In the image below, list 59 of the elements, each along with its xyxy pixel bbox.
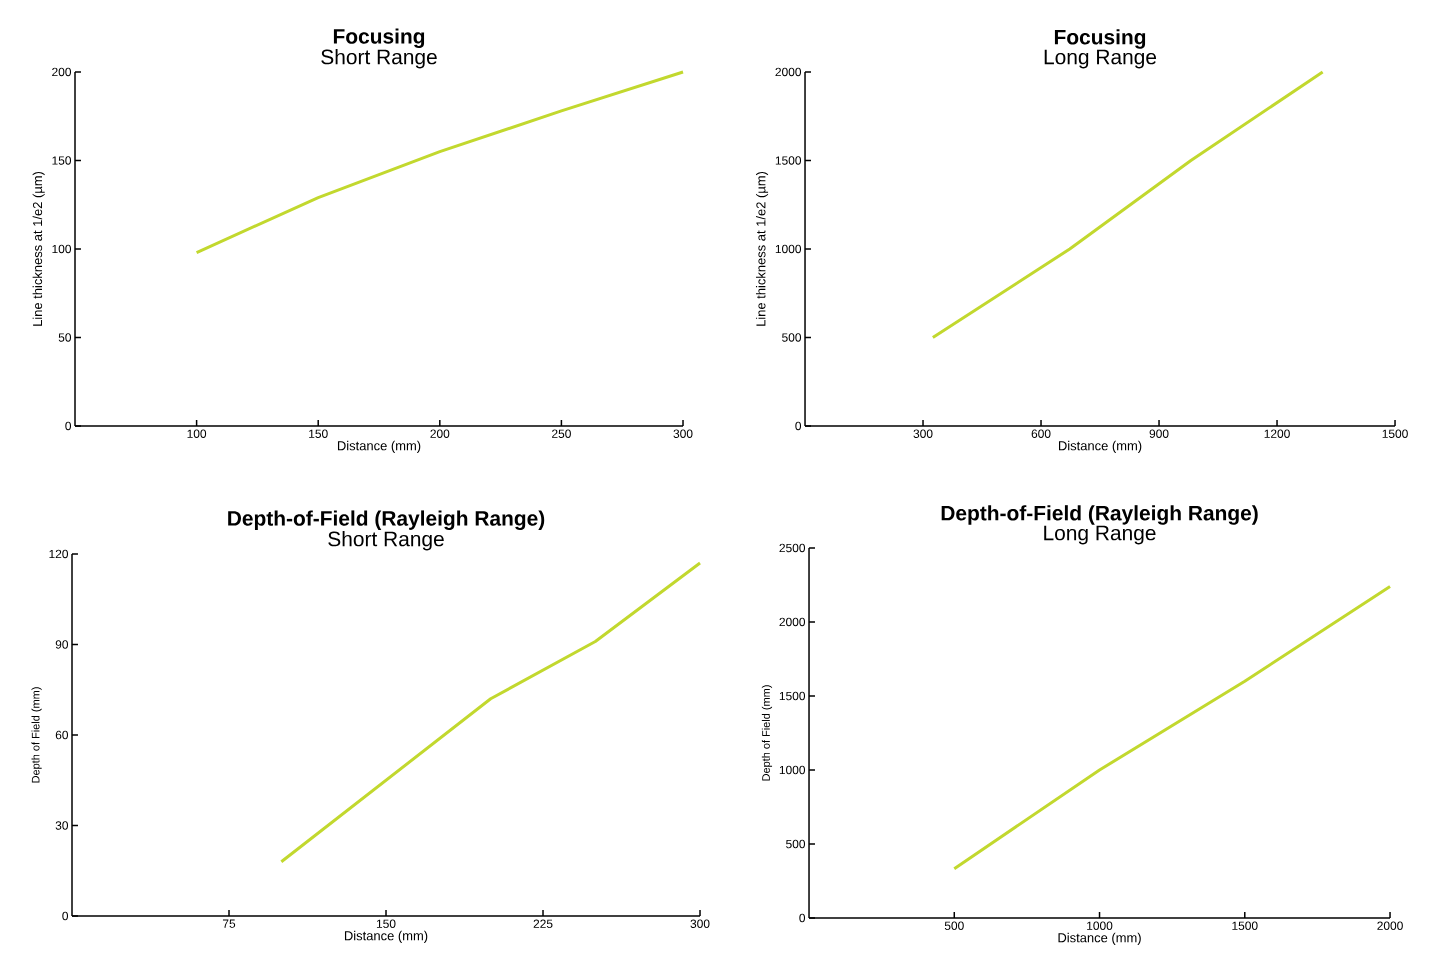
x-tick-label: 150 [309,429,328,438]
chart-subtitle: Short Range [321,48,437,69]
x-tick-label: 300 [690,919,710,928]
y-tick-label: 200 [52,67,72,77]
y-tick-label: 2500 [779,543,806,553]
x-tick-label: 300 [913,429,933,438]
x-axis-title: Distance (mm) [337,440,421,453]
y-tick-label: 150 [52,156,72,165]
y-tick-label: 30 [55,821,69,830]
x-tick-label: 900 [1149,429,1169,438]
x-tick-label: 250 [552,429,571,438]
y-tick-label: 1000 [779,765,806,775]
x-tick-label: 1500 [1232,921,1258,930]
chart-title: Focusing [333,28,425,48]
x-tick-label: 225 [533,919,553,928]
y-tick-label: 500 [786,839,806,849]
x-axis-title: Distance (mm) [1058,932,1141,945]
chart-title: Focusing [1054,29,1146,49]
y-tick-label: 0 [799,913,806,923]
x-tick-label: 200 [430,429,450,438]
line-series [195,70,685,255]
chart-subtitle: Long Range [1044,49,1157,69]
y-tick-label: 0 [62,911,69,921]
x-tick-label: 1000 [1087,921,1113,930]
y-tick-label: 60 [55,730,69,740]
y-tick-label: 1500 [775,156,802,165]
x-tick-label: 2000 [1377,921,1403,930]
chart-subtitle: Short Range [328,531,444,551]
y-tick-label: 120 [49,549,69,559]
chart-title: Depth-of-Field (Rayleigh Range) [228,510,545,530]
line-series [952,584,1392,871]
y-tick-label: 0 [795,421,802,431]
y-tick-label: 2000 [775,67,802,77]
y-axis-title: Depth of Field (mm) [31,687,42,783]
x-tick-label: 500 [944,921,964,930]
x-tick-label: 150 [376,919,396,928]
y-tick-label: 0 [65,421,72,431]
y-tick-label: 50 [58,333,72,342]
line-series [931,70,1325,339]
y-tick-label: 1000 [775,244,802,254]
y-tick-label: 90 [55,640,69,649]
chart-subtitle: Long Range [1044,525,1156,545]
y-axis-title: Depth of Field (mm) [761,685,773,781]
x-tick-label: 1200 [1264,429,1290,438]
x-tick-label: 75 [222,919,236,928]
y-tick-label: 2000 [779,617,806,627]
chart-title: Depth-of-Field (Rayleigh Range) [941,505,1258,525]
y-tick-label: 500 [782,333,802,342]
y-tick-label: 1500 [779,691,806,701]
line-series [279,561,702,864]
y-axis-title: Line thickness at 1/e2 (µm) [32,171,45,326]
x-tick-label: 100 [187,429,207,438]
x-tick-label: 300 [673,429,693,438]
x-tick-label: 600 [1031,429,1051,438]
x-axis-title: Distance (mm) [1058,440,1142,453]
x-tick-label: 1500 [1382,429,1408,438]
y-tick-label: 100 [52,244,72,254]
y-axis-title: Line thickness at 1/e2 (µm) [755,171,769,326]
x-axis-title: Distance (mm) [344,930,428,943]
